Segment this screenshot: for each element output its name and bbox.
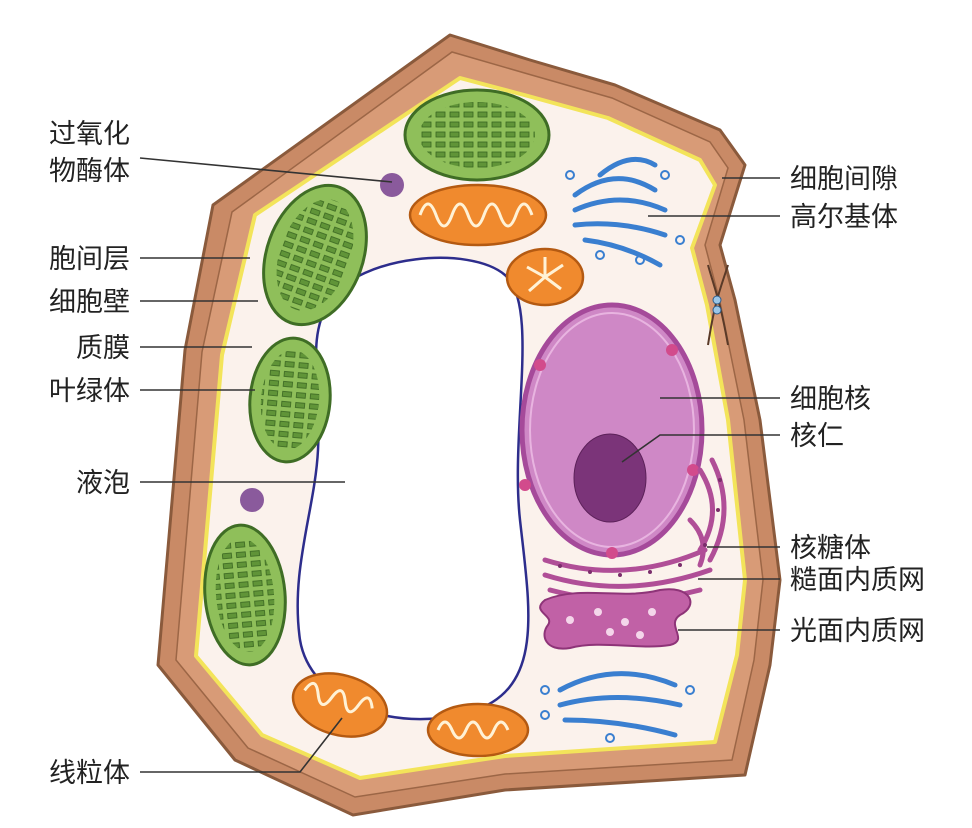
label-plasma-membrane: 质膜 (76, 333, 130, 364)
nucleus (519, 302, 705, 559)
smooth-er (539, 588, 692, 650)
label-mitochondrion: 线粒体 (49, 758, 130, 789)
chloroplast-left-1 (262, 183, 368, 327)
mitochondrion-top (408, 183, 548, 247)
smooth-er-holes (566, 608, 656, 639)
chloroplast-left-2 (248, 336, 332, 464)
vacuole (296, 256, 530, 721)
nucleolus (573, 433, 647, 523)
label-chloroplast: 叶绿体 (49, 376, 130, 407)
label-peroxisome-line1: 过氧化 (49, 119, 130, 150)
label-cell-wall: 细胞壁 (49, 287, 130, 318)
label-ribosome: 核糖体 (790, 533, 871, 564)
label-smooth-er: 光面内质网 (790, 616, 925, 647)
peroxisome-2 (240, 488, 264, 512)
label-middle-lamella: 胞间层 (49, 244, 130, 275)
mitochondrion-small (505, 247, 585, 307)
label-rough-er: 糙面内质网 (790, 565, 925, 596)
label-nucleus: 细胞核 (790, 384, 871, 415)
peroxisome (380, 173, 404, 197)
chloroplast-left-3 (203, 523, 287, 667)
golgi-bottom (540, 671, 695, 743)
label-intercellular-space: 细胞间隙 (790, 164, 898, 195)
mitochondrion-bottom (426, 702, 530, 758)
label-nucleolus: 核仁 (790, 421, 844, 452)
label-vacuole: 液泡 (76, 468, 130, 499)
ribosome-dots (558, 478, 722, 577)
label-peroxisome-line2: 物酶体 (49, 156, 130, 187)
label-golgi: 高尔基体 (790, 202, 898, 233)
chloroplast-top (403, 88, 551, 182)
golgi-top (565, 156, 685, 268)
leader-lines (139, 157, 780, 773)
mitochondrion-bottom-left (291, 672, 389, 738)
